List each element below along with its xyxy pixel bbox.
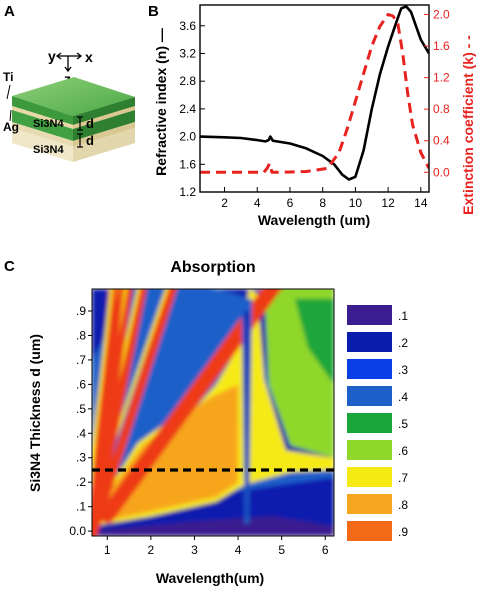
colorbar-swatch <box>347 359 392 379</box>
chart-b-y-label: Refractive index (n) — <box>153 28 169 176</box>
chart-b-y2-label: Extinction coefficient (k) - - <box>460 35 476 215</box>
thickness-markers <box>77 116 83 148</box>
y2-tick-label: 0.0 <box>433 165 450 179</box>
absorption-dip-core <box>244 311 249 517</box>
y-tick-label: .7 <box>76 353 86 367</box>
chart-c-x-axis: 1 2 3 4 5 6 <box>104 536 329 557</box>
panel-letter-a: A <box>4 3 15 20</box>
panel-b: B 2 4 6 8 10 12 14 1.21.62.02.42.83.23.6 0.00.… <box>148 3 476 228</box>
x-tick-label: 1 <box>104 543 111 557</box>
colorbar-swatch <box>347 386 392 406</box>
chart-c-heatmap <box>92 289 334 536</box>
colorbar-swatch <box>347 494 392 514</box>
y-tick-label: 1.6 <box>179 157 196 171</box>
region-very-low-absorption <box>92 516 334 536</box>
thickness-label-top: d <box>86 116 94 131</box>
chart-b-plot-area <box>200 5 429 181</box>
y-tick-label: .2 <box>76 475 86 489</box>
x-tick-label: 4 <box>254 196 261 210</box>
y2-tick-label: 2.0 <box>433 7 450 21</box>
y-tick-label: 2.4 <box>179 102 196 116</box>
y-tick-label: .3 <box>76 451 86 465</box>
y-tick-label: .5 <box>76 402 86 416</box>
chart-b-x-axis: 2 4 6 8 10 12 14 <box>221 187 428 210</box>
label-si3n4-top: Si3N4 <box>33 118 64 130</box>
y-tick-label: .8 <box>76 328 86 342</box>
panel-c: C Absorption 1 2 3 4 5 6 0.0 .1 .2 .3 .4 .5 .6 .7 .8.… <box>4 258 408 586</box>
y-tick-label: .4 <box>76 426 86 440</box>
x-tick-label: 2 <box>148 543 155 557</box>
chart-c-y-axis: 0.0 .1 .2 .3 .4 .5 .6 .7 .8 .9 <box>69 304 92 538</box>
x-tick-label: 10 <box>349 196 363 210</box>
top-green-layer <box>12 77 135 116</box>
y-tick-label: 3.2 <box>179 46 196 60</box>
chart-b-x-label: Wavelength (um) <box>258 212 370 228</box>
y-tick-label: 3.6 <box>179 19 196 33</box>
x-tick-label: 5 <box>278 543 285 557</box>
resonance-band-2 <box>92 289 177 536</box>
colorbar-swatch <box>347 521 392 541</box>
y-tick-label: .6 <box>76 377 86 391</box>
colorbar-swatch <box>347 305 392 325</box>
panel-letter-c: C <box>4 258 15 275</box>
layer-stack <box>12 77 135 162</box>
axis-label-x: x <box>85 49 93 65</box>
y-tick-label: 1.2 <box>179 185 196 199</box>
x-tick-label: 8 <box>319 196 326 210</box>
panel-letter-b: B <box>148 3 159 20</box>
region-green <box>294 298 334 385</box>
colorbar-swatch <box>347 440 392 460</box>
y2-tick-label: 0.8 <box>433 102 450 116</box>
colorbar-swatch <box>347 413 392 433</box>
y-tick-label: 0.0 <box>69 524 86 538</box>
x-tick-label: 14 <box>414 196 428 210</box>
label-ag: Ag <box>3 120 19 134</box>
substrate-layer <box>12 128 73 162</box>
ti-ag-layer <box>12 106 73 129</box>
coordinate-axes <box>55 52 83 73</box>
resonance-edge-6 <box>92 289 114 462</box>
chart-c-colorbar: .1 .2 .3 .4 .5 .6 .7 .8 .9 <box>347 305 408 541</box>
colorbar-label: .4 <box>398 390 408 404</box>
colorbar-label: .6 <box>398 444 408 458</box>
x-tick-label: 3 <box>191 543 198 557</box>
series-line-n <box>200 5 429 181</box>
x-tick-label: 4 <box>235 543 242 557</box>
y-tick-label: .9 <box>76 304 86 318</box>
y2-tick-label: 1.2 <box>433 71 450 85</box>
label-ti: Ti <box>3 70 13 84</box>
y-tick-label: 2.8 <box>179 74 196 88</box>
panel-a: A y x z Ti Ag Si3N4 Si3N4 <box>3 3 135 162</box>
y2-tick-label: 1.6 <box>433 39 450 53</box>
colorbar-swatch <box>347 467 392 487</box>
chart-c-y-label: Si3N4 Thickness d (um) <box>27 334 43 492</box>
chart-c-title: Absorption <box>170 259 255 276</box>
y-tick-label: 2.0 <box>179 130 196 144</box>
x-tick-label: 6 <box>322 543 329 557</box>
chart-c-frame <box>91 288 335 537</box>
chart-b-y-axis-left: 1.2 1.6 2.0 2.4 2.8 3.2 3.6 <box>179 19 205 199</box>
resonance-band-6 <box>92 289 118 536</box>
colorbar-label: .8 <box>398 498 408 512</box>
x-tick-label: 6 <box>287 196 294 210</box>
x-tick-label: 2 <box>221 196 228 210</box>
colorbar-label: .9 <box>398 525 408 539</box>
label-si3n4-bottom: Si3N4 <box>33 144 64 156</box>
colorbar-label: .1 <box>398 309 408 323</box>
colorbar-swatch <box>347 332 392 352</box>
chart-c-x-label: Wavelength(um) <box>156 570 264 586</box>
y2-tick-label: 0.4 <box>433 134 450 148</box>
y-tick-label: .1 <box>76 500 86 514</box>
colorbar-label: .3 <box>398 363 408 377</box>
colorbar-label: .2 <box>398 336 408 350</box>
thickness-label-bottom: d <box>86 133 94 148</box>
colorbar-label: .7 <box>398 471 408 485</box>
axis-label-y: y <box>48 48 56 64</box>
x-tick-label: 12 <box>381 196 395 210</box>
chart-b-frame <box>199 4 430 193</box>
chart-b-y-axis-right: 0.0 0.4 0.8 1.2 1.6 2.0 <box>424 7 450 179</box>
series-line-k <box>200 13 429 174</box>
colorbar-label: .5 <box>398 417 408 431</box>
